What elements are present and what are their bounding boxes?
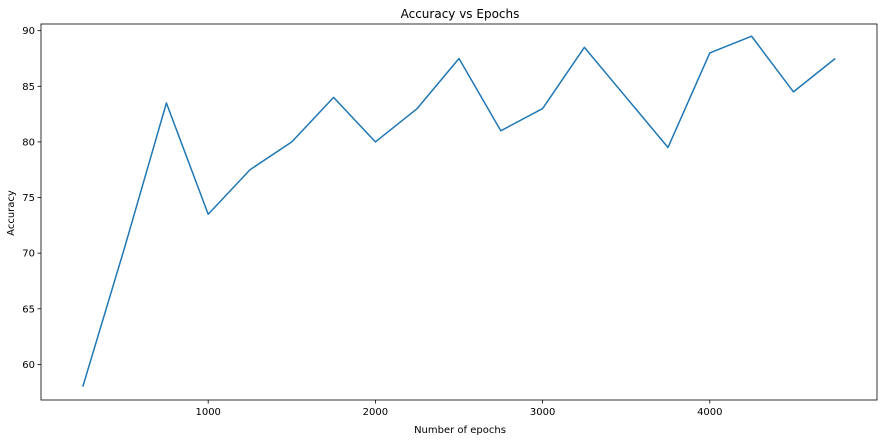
x-axis-ticks: 1000 2000 3000 4000 [195, 400, 722, 418]
x-tick-label: 1000 [195, 407, 220, 418]
y-axis-ticks: 60 65 70 75 80 85 90 [22, 26, 41, 371]
accuracy-series-line [83, 36, 835, 386]
data-points [83, 36, 836, 387]
chart-title: Accuracy vs Epochs [401, 7, 520, 21]
y-tick-label: 90 [22, 26, 35, 37]
y-axis-title: Accuracy [6, 190, 17, 236]
x-tick-label: 2000 [363, 407, 388, 418]
y-tick-label: 80 [22, 137, 35, 148]
y-tick-label: 85 [22, 82, 35, 93]
y-tick-label: 60 [22, 360, 35, 371]
y-tick-label: 65 [22, 304, 35, 315]
plot-area-frame [41, 24, 877, 400]
y-tick-label: 75 [22, 193, 35, 204]
y-tick-label: 70 [22, 249, 35, 260]
x-axis-title: Number of epochs [414, 425, 506, 436]
x-tick-label: 3000 [530, 407, 555, 418]
x-tick-label: 4000 [697, 407, 722, 418]
